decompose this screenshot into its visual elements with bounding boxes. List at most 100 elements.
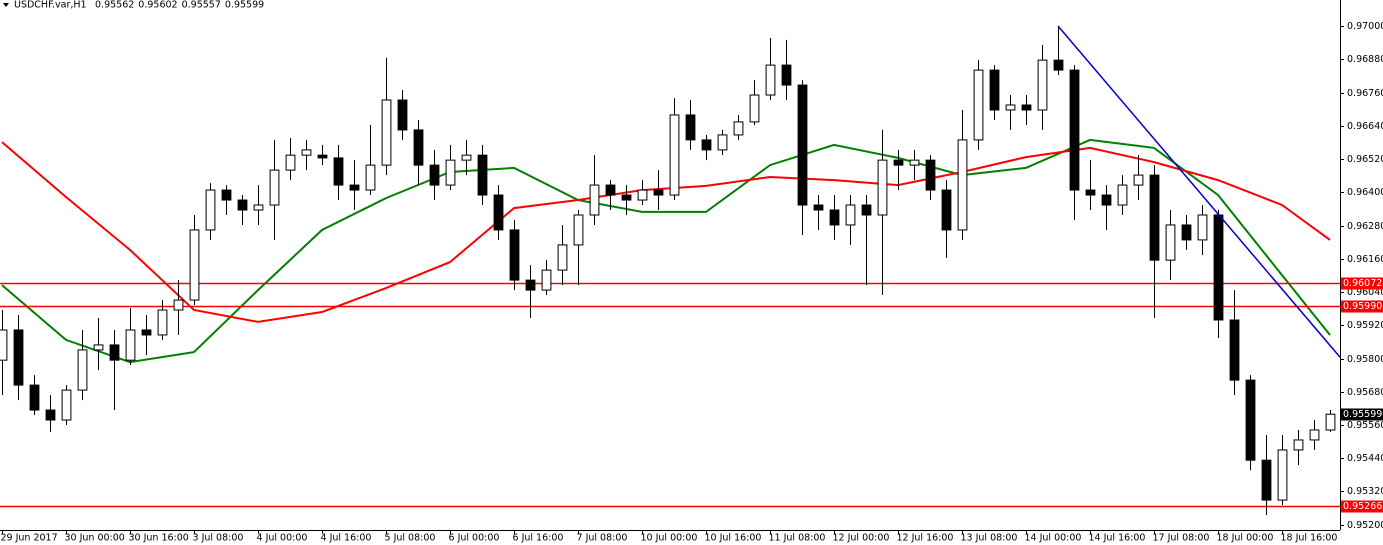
candle-body xyxy=(829,209,840,226)
x-tick-label: 11 Jul 08:00 xyxy=(769,533,826,544)
y-tick-label: 0.95320 xyxy=(1347,486,1383,497)
candle-body xyxy=(1117,184,1128,206)
candle-body xyxy=(861,204,872,216)
candle-body xyxy=(1277,449,1288,501)
candle-body xyxy=(797,84,808,206)
candle-body xyxy=(445,159,456,186)
candle-body xyxy=(669,114,680,196)
candle-body xyxy=(381,99,392,166)
candle-body xyxy=(893,159,904,166)
candle-body xyxy=(1133,174,1144,186)
candle-body xyxy=(941,189,952,231)
candle-body xyxy=(205,189,216,231)
y-tick-label: 0.97000 xyxy=(1347,21,1383,32)
header-value: 0.95602 xyxy=(138,0,177,11)
x-tick-label: 4 Jul 16:00 xyxy=(321,533,372,544)
y-tick-label: 0.96280 xyxy=(1347,221,1383,232)
y-tick-label: 0.95680 xyxy=(1347,387,1383,398)
candle-body xyxy=(1101,194,1112,206)
candle-body xyxy=(925,159,936,191)
candle-body xyxy=(1165,224,1176,261)
candle-body xyxy=(1085,189,1096,196)
candle-body xyxy=(1069,69,1080,191)
candle-body xyxy=(1325,413,1336,431)
y-tick-label: 0.95200 xyxy=(1347,520,1383,531)
x-tick-label: 30 Jun 00:00 xyxy=(65,533,125,544)
candle-body xyxy=(733,121,744,136)
candle-body xyxy=(717,134,728,151)
candle-body xyxy=(237,199,248,211)
candle-body xyxy=(589,184,600,216)
candle-body xyxy=(413,129,424,166)
header-value: 0.95557 xyxy=(182,0,221,11)
candle-body xyxy=(845,204,856,226)
candle-body xyxy=(525,279,536,291)
candle-body xyxy=(541,269,552,291)
candle-body xyxy=(285,154,296,171)
candle-body xyxy=(1005,104,1016,111)
candle-body xyxy=(765,64,776,96)
candle-body xyxy=(573,214,584,246)
candle-body xyxy=(685,114,696,141)
candle-body xyxy=(973,69,984,141)
x-tick-label: 12 Jul 00:00 xyxy=(833,533,890,544)
candle-body xyxy=(701,139,712,151)
candle-body xyxy=(605,184,616,196)
price-label: 0.95599 xyxy=(1343,409,1382,420)
candle-body xyxy=(1293,439,1304,451)
candle-body xyxy=(909,159,920,166)
x-tick-label: 12 Jul 16:00 xyxy=(897,533,954,544)
candle-body xyxy=(1197,214,1208,241)
candle-body xyxy=(45,409,56,421)
candle-body xyxy=(637,189,648,201)
candle-body xyxy=(141,329,152,336)
candle-body xyxy=(77,349,88,391)
x-tick-label: 6 Jul 16:00 xyxy=(513,533,564,544)
header-arrow xyxy=(3,3,9,7)
candle-body xyxy=(109,344,120,361)
x-tick-label: 10 Jul 00:00 xyxy=(641,533,698,544)
candle-body xyxy=(0,329,8,361)
y-tick-label: 0.96760 xyxy=(1347,88,1383,99)
candle-body xyxy=(429,164,440,186)
candle-body xyxy=(13,329,24,386)
y-tick-label: 0.95920 xyxy=(1347,320,1383,331)
y-tick-label: 0.96040 xyxy=(1347,287,1383,298)
header-value: 0.95599 xyxy=(225,0,264,11)
level-label: 0.95266 xyxy=(1343,501,1382,512)
candle-body xyxy=(1245,379,1256,461)
candle-body xyxy=(877,159,888,216)
candle-body xyxy=(221,189,232,201)
candle-body xyxy=(301,149,312,156)
y-tick-label: 0.96640 xyxy=(1347,121,1383,132)
candle-body xyxy=(1053,59,1064,71)
level-label-box xyxy=(1341,500,1383,513)
y-tick-label: 0.96520 xyxy=(1347,154,1383,165)
candle-body xyxy=(365,164,376,191)
candle-body xyxy=(317,154,328,159)
candle-body xyxy=(781,64,792,86)
candle-body xyxy=(189,229,200,301)
candle-body xyxy=(749,94,760,123)
candle-body xyxy=(477,154,488,196)
y-tick-label: 0.96880 xyxy=(1347,54,1383,65)
price-label-box xyxy=(1341,408,1383,421)
candle-body xyxy=(813,204,824,211)
candle-body xyxy=(1229,319,1240,381)
candle-body xyxy=(125,329,136,361)
level-label-box xyxy=(1341,300,1383,313)
candle-body xyxy=(1149,174,1160,261)
x-tick-label: 14 Jul 16:00 xyxy=(1089,533,1146,544)
candle-body xyxy=(173,299,184,311)
moving-average xyxy=(1,138,1331,364)
x-tick-label: 14 Jul 00:00 xyxy=(1025,533,1082,544)
x-tick-label: 18 Jul 00:00 xyxy=(1217,533,1274,544)
candle-body xyxy=(461,154,472,161)
x-tick-label: 18 Jul 16:00 xyxy=(1281,533,1338,544)
x-tick-label: 4 Jul 00:00 xyxy=(257,533,308,544)
candle-body xyxy=(1309,429,1320,441)
trend-line xyxy=(1057,25,1341,358)
candle-body xyxy=(333,157,344,186)
candle-body xyxy=(557,244,568,271)
